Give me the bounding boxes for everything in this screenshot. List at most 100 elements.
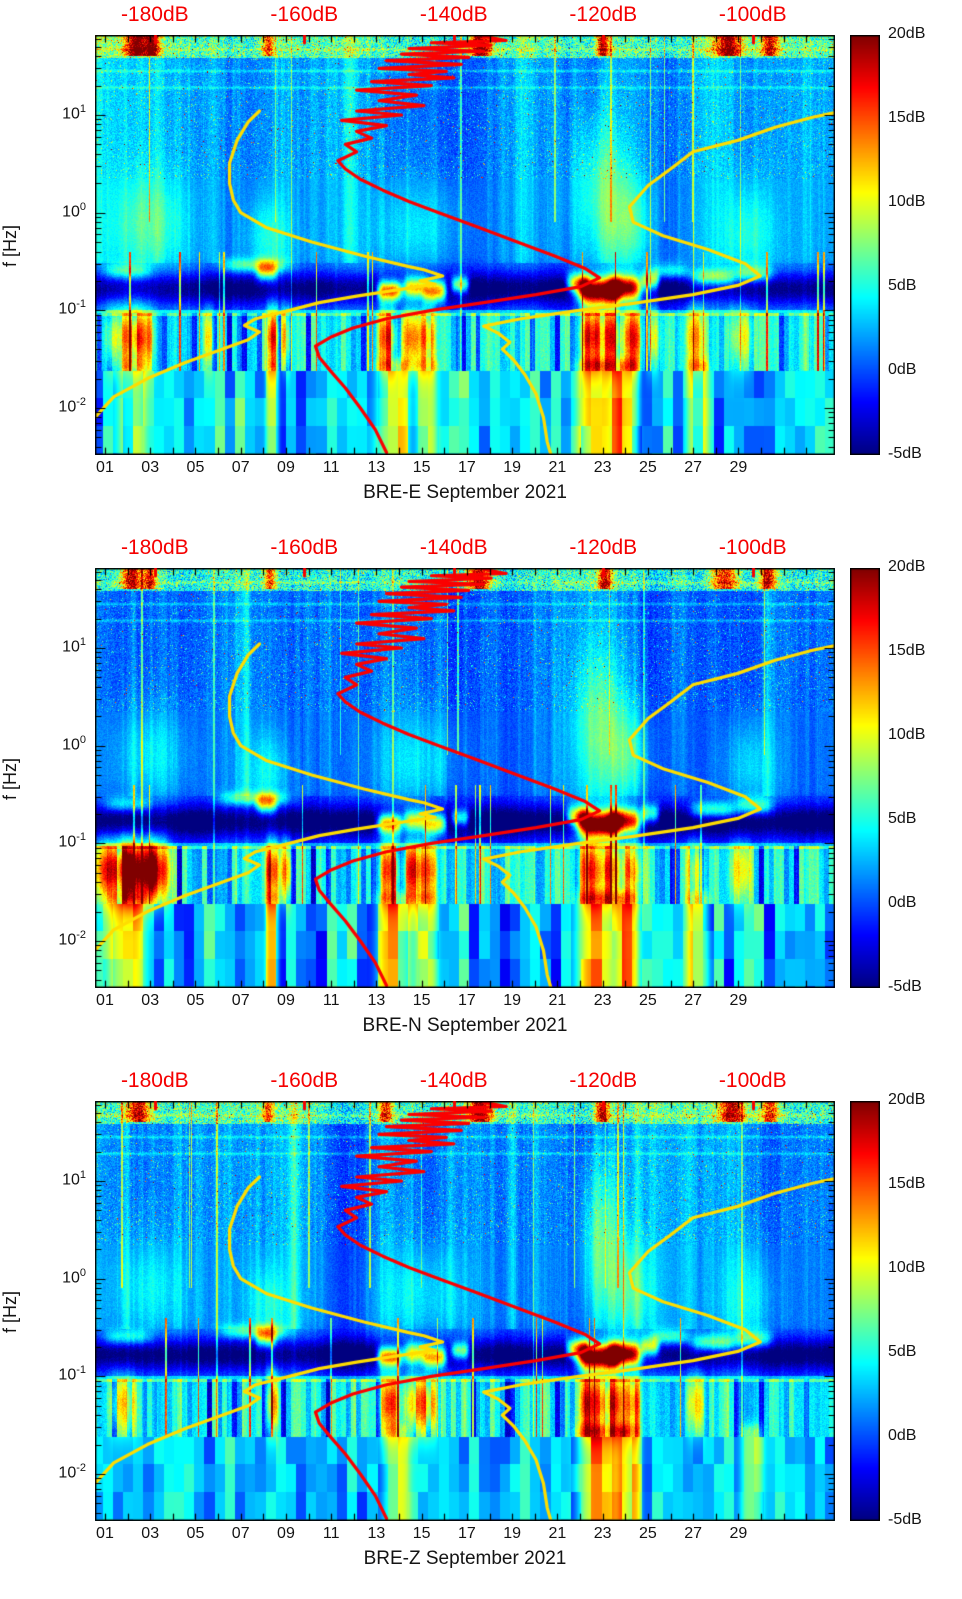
- colorbar-tick-label: 15dB: [888, 642, 926, 659]
- y-tick-label: 10-2: [58, 928, 86, 949]
- spectrogram-heatmap: [95, 35, 835, 455]
- x-tick-label: 27: [684, 459, 703, 476]
- top-axis-tick-label: -140dB: [419, 536, 488, 559]
- y-tick-label: 10-1: [58, 831, 86, 851]
- x-tick-label: 19: [503, 1525, 522, 1542]
- top-axis-tick-label: -100dB: [718, 3, 787, 26]
- x-tick-label: 29: [729, 992, 748, 1009]
- spectrogram-heatmap: [95, 568, 835, 988]
- x-tick-label: 29: [729, 459, 748, 476]
- colorbar-tick-label: 20dB: [888, 558, 926, 575]
- x-tick-label: 15: [412, 459, 431, 476]
- top-axis-tick-label: -100dB: [718, 1069, 787, 1092]
- x-tick-label: 25: [639, 992, 657, 1009]
- colorbar-tick-label: 20dB: [888, 1091, 926, 1108]
- top-axis-tick-label: -100dB: [718, 536, 787, 559]
- spectrogram-heatmap: [95, 1101, 835, 1521]
- colorbar: [850, 1101, 880, 1521]
- x-tick-label: 19: [503, 992, 522, 1009]
- x-tick-label: 01: [96, 459, 114, 476]
- x-tick-label: 11: [322, 459, 340, 476]
- x-tick-label: 19: [503, 459, 522, 476]
- y-tick-label: 10-2: [58, 395, 86, 416]
- x-tick-label: 05: [186, 459, 205, 476]
- colorbar-tick-label: 20dB: [888, 25, 926, 42]
- colorbar-tick-label: 0dB: [888, 1427, 917, 1444]
- colorbar-tick-label: -5dB: [888, 1511, 922, 1528]
- x-tick-label: 29: [729, 1525, 748, 1542]
- x-tick-label: 03: [141, 459, 160, 476]
- x-tick-label: 27: [684, 992, 703, 1009]
- x-tick-label: 25: [639, 459, 657, 476]
- colorbar-tick-label: 0dB: [888, 894, 917, 911]
- colorbar-tick-label: -5dB: [888, 445, 922, 462]
- x-tick-label: 01: [96, 1525, 114, 1542]
- x-tick-label: 03: [141, 1525, 160, 1542]
- colorbar-tick-label: 5dB: [888, 277, 917, 294]
- colorbar-tick-label: 5dB: [888, 1343, 917, 1360]
- colorbar-tick-label: 10dB: [888, 726, 926, 743]
- panel-title: BRE-Z September 2021: [363, 1548, 567, 1569]
- x-tick-label: 21: [548, 1525, 567, 1542]
- top-axis-tick-label: -160dB: [270, 536, 339, 559]
- y-tick-label: 101: [62, 636, 86, 656]
- top-axis-tick-label: -180dB: [120, 1069, 189, 1092]
- x-tick-label: 09: [277, 992, 295, 1009]
- colorbar-tick-label: 10dB: [888, 1259, 926, 1276]
- x-tick-label: 01: [96, 992, 114, 1009]
- spectrogram-panel-bre-n: f [Hz] BRE-N September 2021 -180dB -160dB…: [0, 533, 962, 1066]
- top-axis-tick-label: -140dB: [419, 1069, 488, 1092]
- y-tick-label: 101: [62, 1169, 86, 1189]
- top-axis-tick-label: -140dB: [419, 3, 488, 26]
- x-tick-label: 15: [412, 992, 431, 1009]
- spectrogram-panel-bre-z: f [Hz] BRE-Z September 2021 -180dB -160dB…: [0, 1066, 962, 1599]
- top-axis-tick-label: -120dB: [569, 1069, 638, 1092]
- top-axis-tick-label: -180dB: [120, 3, 189, 26]
- x-tick-label: 05: [186, 1525, 205, 1542]
- colorbar: [850, 568, 880, 988]
- panel-title: BRE-E September 2021: [363, 482, 567, 503]
- x-tick-label: 27: [684, 1525, 703, 1542]
- x-tick-label: 05: [186, 992, 205, 1009]
- panel-title: BRE-N September 2021: [362, 1015, 568, 1036]
- top-axis-tick-label: -120dB: [569, 3, 638, 26]
- colorbar-tick-label: -5dB: [888, 978, 922, 995]
- x-tick-label: 13: [367, 992, 386, 1009]
- x-tick-label: 13: [367, 459, 386, 476]
- y-tick-label: 100: [62, 733, 86, 753]
- x-tick-label: 11: [322, 992, 340, 1009]
- colorbar-tick-label: 0dB: [888, 361, 917, 378]
- colorbar-tick-label: 10dB: [888, 193, 926, 210]
- x-tick-label: 03: [141, 992, 160, 1009]
- x-tick-label: 13: [367, 1525, 386, 1542]
- x-tick-label: 07: [231, 459, 250, 476]
- colorbar-tick-label: 5dB: [888, 810, 917, 827]
- top-axis-tick-label: -120dB: [569, 536, 638, 559]
- x-tick-label: 23: [593, 992, 612, 1009]
- spectrogram-panel-bre-e: f [Hz] BRE-E September 2021 -180dB -160dB…: [0, 0, 962, 533]
- colorbar-tick-label: 15dB: [888, 109, 926, 126]
- x-tick-label: 17: [458, 459, 476, 476]
- y-tick-label: 10-2: [58, 1461, 86, 1482]
- colorbar: [850, 35, 880, 455]
- x-tick-label: 17: [458, 1525, 476, 1542]
- y-tick-label: 10-1: [58, 298, 86, 318]
- top-axis-tick-label: -160dB: [270, 3, 339, 26]
- y-tick-label: 10-1: [58, 1364, 86, 1384]
- top-axis-tick-label: -160dB: [270, 1069, 339, 1092]
- y-tick-label: 100: [62, 200, 86, 220]
- x-tick-label: 09: [277, 1525, 295, 1542]
- y-tick-label: 100: [62, 1266, 86, 1286]
- x-tick-label: 23: [593, 459, 612, 476]
- x-tick-label: 09: [277, 459, 295, 476]
- x-tick-label: 15: [412, 1525, 431, 1542]
- x-tick-label: 25: [639, 1525, 657, 1542]
- x-tick-label: 07: [231, 1525, 250, 1542]
- y-tick-label: 101: [62, 103, 86, 123]
- x-tick-label: 17: [458, 992, 476, 1009]
- top-axis-tick-label: -180dB: [120, 536, 189, 559]
- x-tick-label: 11: [322, 1525, 340, 1542]
- x-tick-label: 21: [548, 459, 567, 476]
- x-tick-label: 07: [231, 992, 250, 1009]
